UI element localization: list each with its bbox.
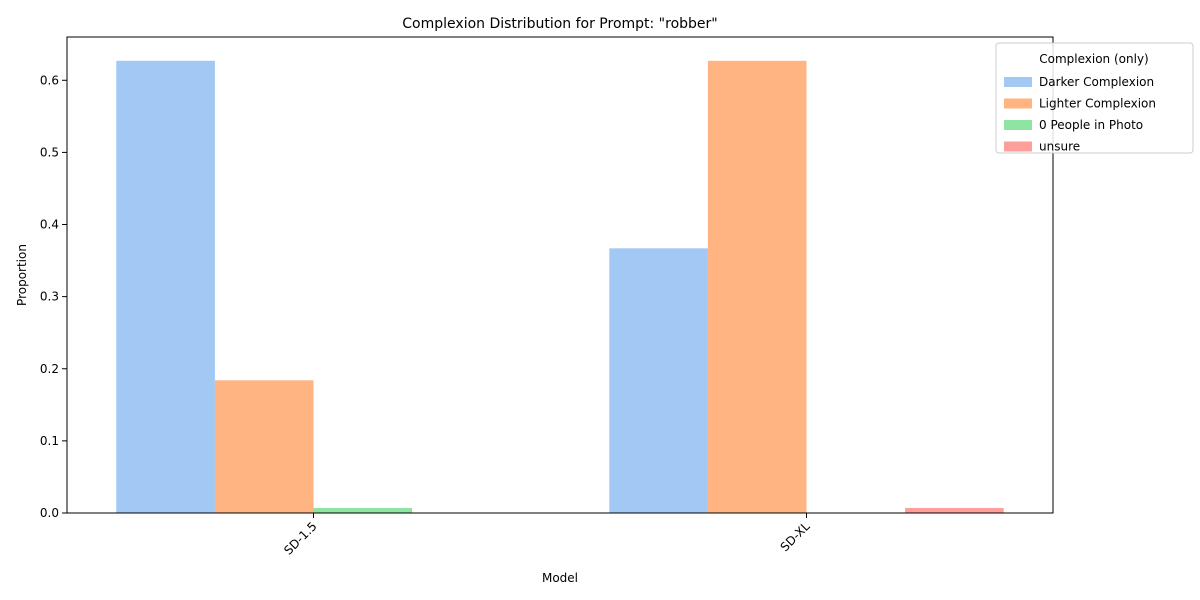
bar-0-people-in-photo-sd-1-5 bbox=[313, 507, 413, 513]
bar-darker-complexion-sd-xl bbox=[609, 248, 708, 513]
x-tick-label: SD-1.5 bbox=[281, 519, 319, 557]
y-tick-label: 0.4 bbox=[40, 218, 59, 232]
y-tick-label: 0.1 bbox=[40, 434, 59, 448]
legend-label: Darker Complexion bbox=[1039, 75, 1154, 89]
x-tick-label: SD-XL bbox=[778, 519, 813, 554]
y-axis-label: Proportion bbox=[15, 244, 29, 306]
legend-label: 0 People in Photo bbox=[1039, 118, 1143, 132]
y-tick-label: 0.3 bbox=[40, 290, 59, 304]
bar-lighter-complexion-sd-1-5 bbox=[214, 380, 314, 513]
legend-title: Complexion (only) bbox=[1039, 52, 1148, 66]
legend-box bbox=[995, 42, 1194, 154]
bars-group bbox=[116, 60, 1004, 514]
legend-label: unsure bbox=[1039, 140, 1080, 154]
bar-unsure-sd-xl bbox=[905, 507, 1004, 513]
plot-frame bbox=[66, 36, 1054, 514]
y-tick-label: 0.5 bbox=[40, 145, 59, 159]
bar-darker-complexion-sd-1-5 bbox=[116, 60, 215, 514]
y-tick-label: 0.0 bbox=[40, 506, 59, 520]
y-axis: 0.0 0.1 0.2 0.3 0.4 0.5 0.6 bbox=[40, 73, 67, 520]
legend-swatch bbox=[1004, 98, 1032, 109]
y-tick-label: 0.2 bbox=[40, 362, 59, 376]
legend: Complexion (only) Darker Complexion Light… bbox=[995, 42, 1194, 154]
chart-title: Complexion Distribution for Prompt: "rob… bbox=[402, 16, 717, 32]
legend-items: Darker Complexion Lighter Complexion 0 Peo… bbox=[1004, 75, 1156, 154]
y-tick-label: 0.6 bbox=[40, 73, 59, 87]
legend-swatch bbox=[1004, 77, 1032, 87]
legend-swatch bbox=[1004, 120, 1032, 130]
legend-label: Lighter Complexion bbox=[1039, 97, 1156, 111]
x-axis-label: Model bbox=[542, 571, 578, 585]
legend-swatch bbox=[1004, 141, 1032, 152]
bar-lighter-complexion-sd-xl bbox=[707, 60, 807, 514]
x-axis: SD-1.5 SD-XL bbox=[281, 513, 813, 558]
